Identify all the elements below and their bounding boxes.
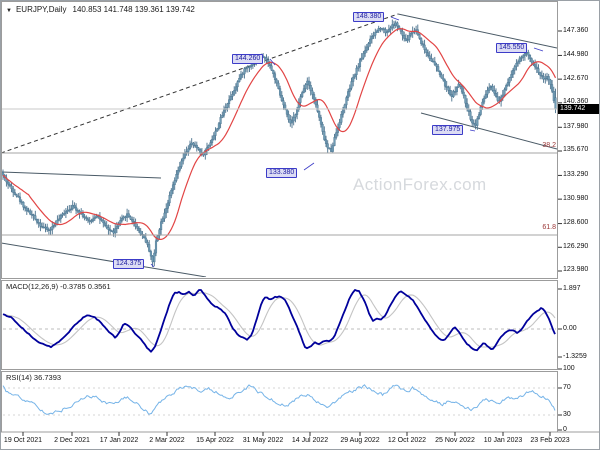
ohlc-values: 140.853 141.748 139.361 139.742 (72, 5, 195, 14)
date-label: 25 Nov 2022 (435, 437, 475, 444)
price-annotation[interactable]: 137.975 (432, 125, 464, 135)
trendline[interactable] (1, 171, 162, 179)
macd-indicator-label: MACD(12,26,9) -0.3785 0.3561 (6, 282, 111, 291)
rsi-line (2, 384, 556, 415)
macd-pane[interactable] (2, 288, 556, 353)
macd-signal-line (2, 292, 556, 348)
date-label: 31 May 2022 (242, 437, 284, 444)
trendline[interactable] (1, 242, 207, 277)
macd-tick-label: 1.897 (563, 284, 581, 292)
macd-tick-label: -1.3259 (563, 352, 587, 360)
trendline[interactable] (420, 112, 557, 150)
rsi-tick-label: 100 (563, 364, 575, 372)
date-label: 19 Oct 2021 (3, 437, 43, 444)
date-label: 15 Apr 2022 (196, 437, 234, 444)
date-label: 23 Feb 2023 (530, 437, 570, 444)
current-price-badge: 139.742 (558, 104, 599, 115)
date-label: 17 Jan 2022 (99, 437, 139, 444)
rsi-pane[interactable] (2, 384, 556, 416)
price-tick-label: 126.290 (563, 242, 589, 250)
price-tick-label: 142.670 (563, 74, 589, 82)
date-label: 2 Dec 2021 (54, 437, 90, 444)
trendline[interactable] (1, 13, 399, 154)
macd-tick-label: 0.00 (563, 324, 577, 332)
date-label: 2 Mar 2022 (149, 437, 185, 444)
price-tick-label: 144.980 (563, 50, 589, 58)
price-tick-label: 123.980 (563, 266, 589, 274)
price-pane[interactable] (1, 13, 557, 277)
price-tick-label: 137.980 (563, 122, 589, 130)
price-annotation[interactable]: 148.380 (353, 12, 385, 22)
rsi-tick-label: 70 (563, 383, 571, 391)
price-tick-label: 130.980 (563, 194, 589, 202)
fib-level-label: 61.8 (542, 224, 556, 231)
fib-level-label: 38.2 (542, 142, 556, 149)
date-label: 14 Jul 2022 (291, 437, 329, 444)
rsi-tick-label: 30 (563, 410, 571, 418)
moving-average-line (2, 28, 557, 240)
watermark: ActionForex.com (353, 175, 487, 194)
rsi-indicator-label: RSI(14) 36.7393 (6, 373, 62, 382)
price-annotation[interactable]: 124.375 (113, 259, 145, 269)
price-tick-label: 128.600 (563, 219, 589, 227)
symbol-period-label: EURJPY,Daily (15, 5, 67, 14)
macd-main-line (2, 288, 556, 353)
collapse-chart-icon[interactable]: ▼ (6, 8, 12, 14)
price-annotation[interactable]: 133.380 (266, 168, 298, 178)
rsi-tick-label: 0 (563, 425, 567, 433)
price-tick-label: 135.670 (563, 146, 589, 154)
price-tick-label: 140.360 (563, 98, 589, 106)
price-tick-label: 133.290 (563, 170, 589, 178)
trendline[interactable] (397, 13, 557, 49)
price-annotation[interactable]: 145.550 (496, 43, 528, 53)
date-label: 12 Oct 2022 (387, 437, 427, 444)
price-annotation[interactable]: 144.260 (232, 54, 264, 64)
price-tick-label: 147.360 (563, 26, 589, 34)
date-label: 10 Jan 2023 (483, 437, 523, 444)
title-bar: ▼ EURJPY,Daily 140.853 141.748 139.361 139… (6, 5, 195, 14)
date-label: 29 Aug 2022 (340, 437, 380, 444)
